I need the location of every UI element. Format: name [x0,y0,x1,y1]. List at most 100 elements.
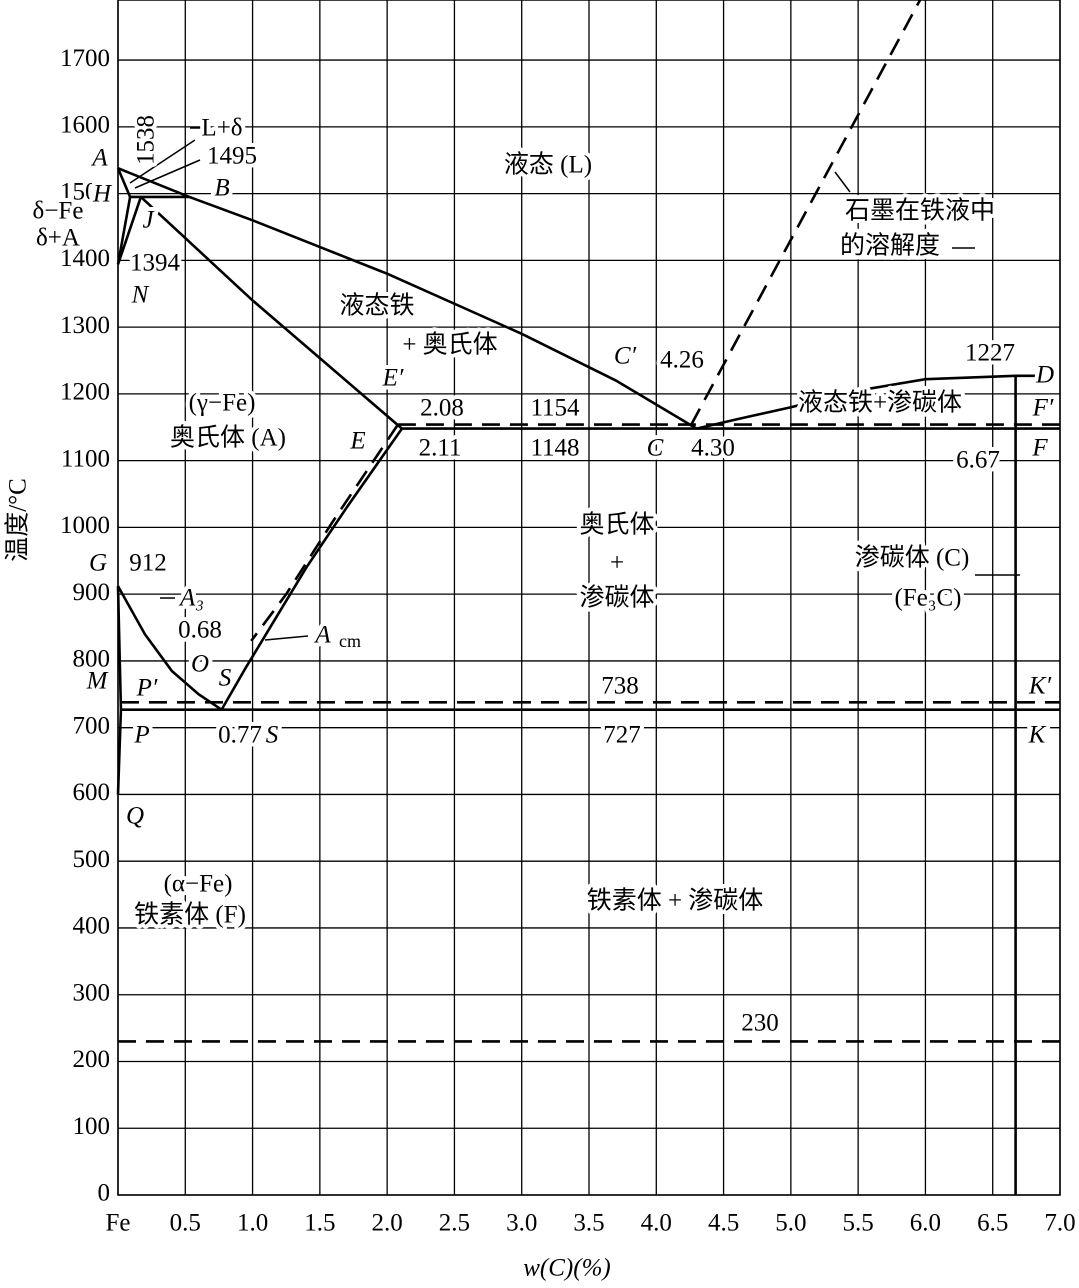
y-tick-label: 700 [73,712,111,739]
x-tick-label: 0.5 [170,1210,201,1237]
annotation: (Fe₃C) [894,585,961,612]
y-tick-label: 300 [73,979,111,1006]
grid [117,0,1061,1196]
y-tick-label: 1600 [60,112,110,139]
x-tick-label: 3.5 [573,1210,604,1237]
annotation: 铁素体 + 渗碳体 [587,887,764,915]
phase-line [250,423,399,642]
labels: 0 100 200 300 400 500 600 700 800 900 1000 1100 1200… [29,41,1076,1237]
y-tick-label: 1100 [61,445,110,472]
annotation: P [133,722,149,749]
phase-line [690,0,922,426]
annotation: S [266,722,279,749]
annotation: A₃ [178,585,204,612]
phase-lines [116,0,1060,1195]
annotation: C [647,435,664,462]
annotation: 727 [603,722,641,749]
y-tick-label: 600 [73,779,111,806]
annotation: 渗碳体 (C) [855,544,970,572]
y-tick-label: 1500 [60,178,110,205]
annotation: 铁素体 (F) [134,901,246,929]
annotation: 液态铁 [339,292,414,320]
x-tick-label: 2.0 [372,1210,403,1237]
annotation: 1154 [530,395,580,422]
x-tick-label: 4.0 [641,1210,672,1237]
x-tick-label: 2.5 [439,1210,470,1237]
x-tick-label: 1.0 [237,1210,268,1237]
annotation: 的溶解度 [840,232,940,260]
y-tick-label: 400 [73,913,111,940]
annotation: K′ [1028,673,1052,700]
annotation: 1148 [530,435,579,462]
annotation: F′ [1032,395,1054,422]
x-tick-label: 7.0 [1044,1210,1075,1237]
x-tick-label: Fe [106,1210,131,1237]
annotation: (γ−Fe) [189,390,256,417]
annotation: + 奥氏体 [402,331,497,359]
annotation: 渗碳体 [579,584,654,612]
annotation: δ−Fe [33,198,84,225]
y-tick-label: 1200 [60,379,110,406]
annotation: 奥氏体 (A) [170,424,286,452]
annotation: Q [126,803,144,830]
annotation: 0.68 [178,617,222,644]
annotation: L+δ [201,115,242,142]
annotation: 1394 [130,250,181,277]
phase-line [117,167,190,199]
annotation: 4.26 [660,347,704,374]
y-tick-label: 100 [73,1113,111,1140]
y-tick-label: 500 [73,846,111,873]
leader-lines [129,127,1020,641]
annotation: 738 [601,673,639,700]
x-tick-label: 5.0 [775,1210,806,1237]
y-tick-label: 900 [73,579,111,606]
annotation: 6.67 [956,447,1000,474]
phase-line [188,195,698,430]
annotation: 1538 [133,115,160,165]
annotation: J [142,207,155,234]
annotation: 1495 [207,143,257,170]
x-tick-label: 3.0 [506,1210,537,1237]
x-tick-label: 1.5 [304,1210,335,1237]
annotation: O [191,651,209,678]
phase-line [139,195,403,430]
annotation: P′ [136,675,158,702]
annotation: + [610,550,624,577]
annotation: S [219,665,232,692]
annotation: 液态 (L) [504,151,592,179]
annotation: F [1031,435,1048,462]
annotation: 奥氏体 [579,511,654,539]
y-tick-label: 200 [73,1046,111,1073]
x-tick-label: 6.0 [910,1210,941,1237]
annotation: 230 [741,1010,779,1037]
annotation: H [92,181,113,208]
y-tick-label: 800 [73,646,111,673]
x-tick-label: 6.5 [977,1210,1008,1237]
annotation: E′ [382,365,404,392]
x-axis-title: w(C)(%) [523,1255,610,1282]
annotation: B [214,175,229,202]
annotation: G [89,550,107,577]
x-tick-label: 5.5 [843,1210,874,1237]
annotation: C′ [614,343,637,370]
annotation: 912 [129,550,167,577]
annotation: A [313,622,331,649]
y-tick-label: 1000 [60,512,110,539]
phase-line [116,196,143,265]
annotation: 石墨在铁液中 [845,197,995,225]
annotation: K [1028,722,1047,749]
y-tick-label: 0 [98,1180,111,1207]
annotation: 液态铁+渗碳体 [798,389,962,417]
annotation: D [1035,362,1054,389]
y-tick-label: 1700 [60,45,110,72]
y-tick-label: 1300 [60,312,110,339]
x-tick-label: 4.5 [708,1210,739,1237]
annotation: cm [339,631,361,651]
phase-line [116,167,132,198]
y-tick-label: 1400 [60,245,110,272]
annotation: 4.30 [691,435,735,462]
annotation: A [90,145,108,172]
annotation: 1227 [965,340,1015,367]
annotation: 2.11 [419,435,462,462]
